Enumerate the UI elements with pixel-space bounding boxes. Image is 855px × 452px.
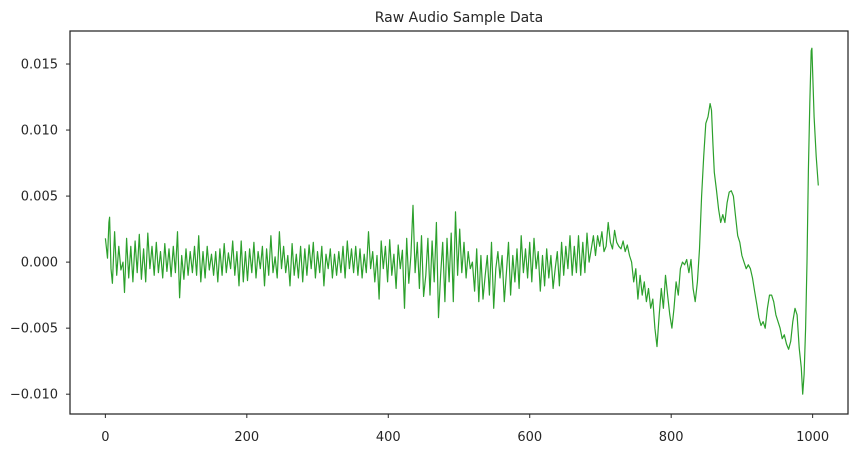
plot-frame — [69, 30, 849, 415]
y-tick-label: 0.005 — [21, 190, 58, 205]
y-tick-label: 0.000 — [21, 256, 58, 271]
y-tick-label: −0.005 — [10, 322, 58, 337]
y-tick-label: −0.010 — [10, 388, 58, 403]
x-tick-label: 200 — [234, 430, 259, 445]
y-axis: −0.010 −0.005 0.000 0.005 0.010 0.015 — [10, 58, 70, 403]
series-line — [104, 47, 819, 395]
x-tick-label: 600 — [517, 430, 542, 445]
chart-title: Raw Audio Sample Data — [375, 10, 544, 26]
x-tick-label: 1000 — [796, 430, 829, 445]
x-tick-label: 800 — [659, 430, 684, 445]
x-tick-label: 400 — [376, 430, 401, 445]
y-tick-label: 0.010 — [21, 124, 58, 139]
x-tick-label: 0 — [101, 430, 109, 445]
y-tick-label: 0.015 — [21, 58, 58, 73]
x-axis: 0 200 400 600 800 1000 — [101, 414, 829, 445]
